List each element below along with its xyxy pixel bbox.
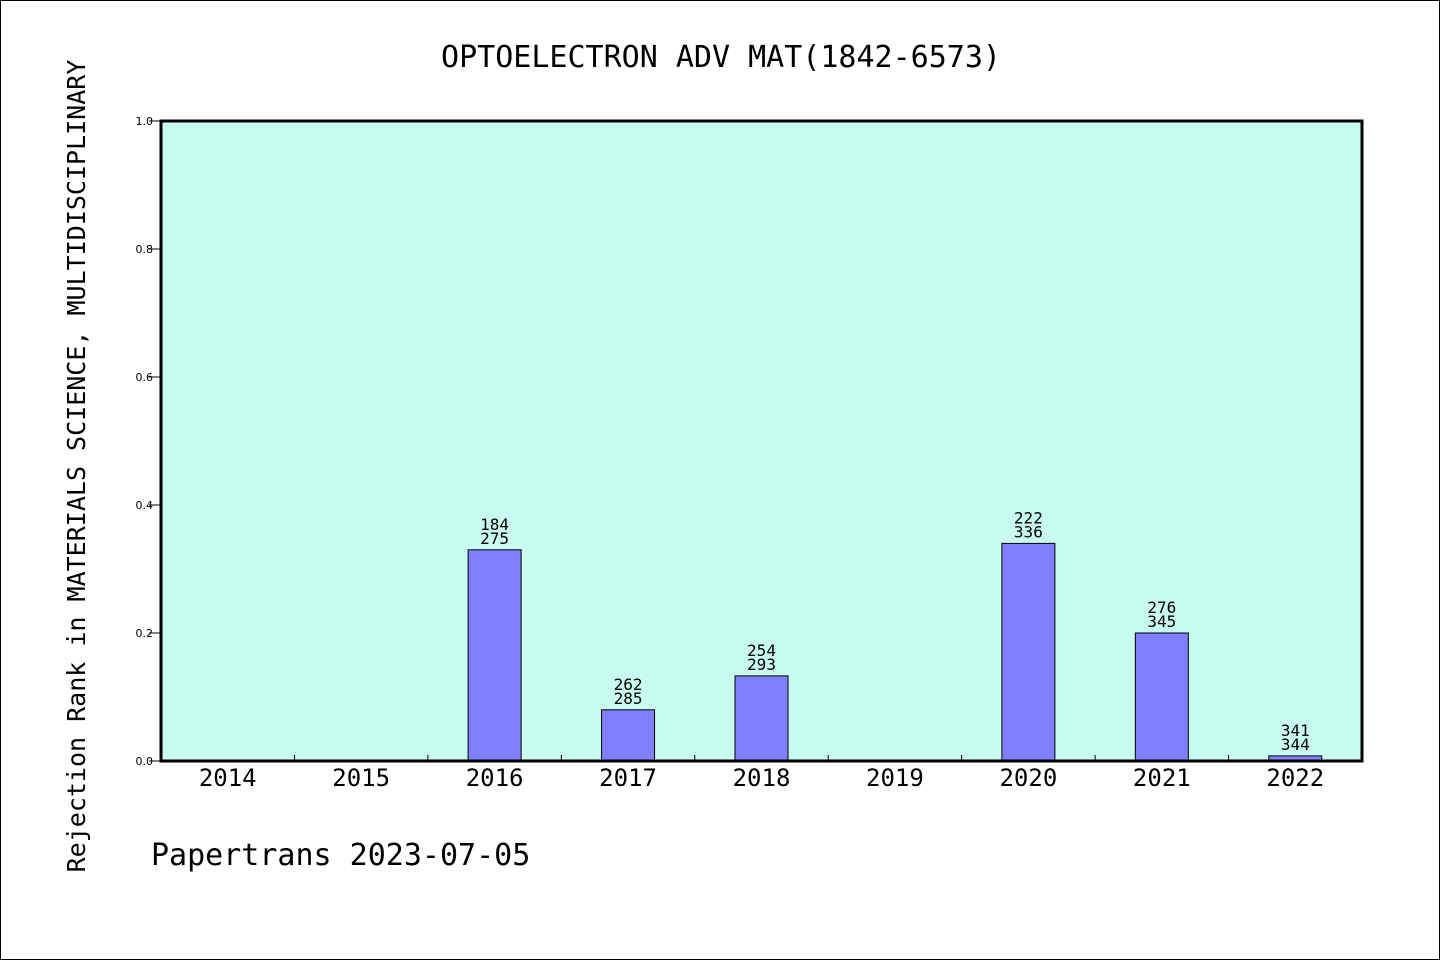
- y-tick-label: 1.0: [136, 115, 154, 128]
- axis-ticks: 0.0 0.2 0.4 0.6 0.8 1.0 2014 2015 2016 2017 2018 20…: [136, 115, 1325, 792]
- x-tick-label: 2015: [332, 764, 390, 792]
- bars: [467, 542, 1323, 762]
- x-tick-label: 2022: [1266, 764, 1324, 792]
- y-axis-label: Rejection Rank in MATERIALS SCIENCE, MUL…: [62, 60, 91, 873]
- chart-title: OPTOELECTRON ADV MAT(1842-6573): [441, 40, 1001, 75]
- y-tick-label: 0.2: [136, 627, 154, 640]
- y-tick-label: 0.4: [136, 499, 154, 512]
- x-tick-label: 2020: [999, 764, 1057, 792]
- footer-credit: Papertrans 2023-07-05: [151, 838, 530, 873]
- bar-label-bottom: 275: [480, 529, 509, 548]
- bar-label-bottom: 344: [1281, 735, 1310, 754]
- bar: [734, 675, 789, 762]
- bar-label-bottom: 285: [614, 689, 643, 708]
- x-tick-label: 2021: [1133, 764, 1191, 792]
- bar-label-bottom: 336: [1014, 522, 1043, 541]
- bar: [467, 549, 522, 762]
- y-tick-label: 0.0: [136, 755, 154, 768]
- x-tick-label: 2019: [866, 764, 924, 792]
- bar-label-top: 184: [480, 515, 509, 534]
- bar-label-top: 262: [614, 675, 643, 694]
- bar-label-bottom: 293: [747, 655, 776, 674]
- x-tick-label: 2017: [599, 764, 657, 792]
- bar: [1001, 542, 1056, 762]
- x-tick-label: 2016: [466, 764, 524, 792]
- x-tick-label: 2018: [733, 764, 791, 792]
- bar: [1134, 632, 1189, 762]
- bar: [601, 709, 656, 762]
- bar-label-top: 222: [1014, 508, 1043, 527]
- bar-label-bottom: 345: [1147, 612, 1176, 631]
- y-tick-label: 0.8: [136, 243, 154, 256]
- x-tick-label: 2014: [199, 764, 257, 792]
- y-tick-label: 0.6: [136, 371, 154, 384]
- bar-label-top: 254: [747, 641, 776, 660]
- plot-border: [159, 119, 1364, 763]
- bar-label-top: 276: [1147, 598, 1176, 617]
- bar-label-top: 341: [1281, 721, 1310, 740]
